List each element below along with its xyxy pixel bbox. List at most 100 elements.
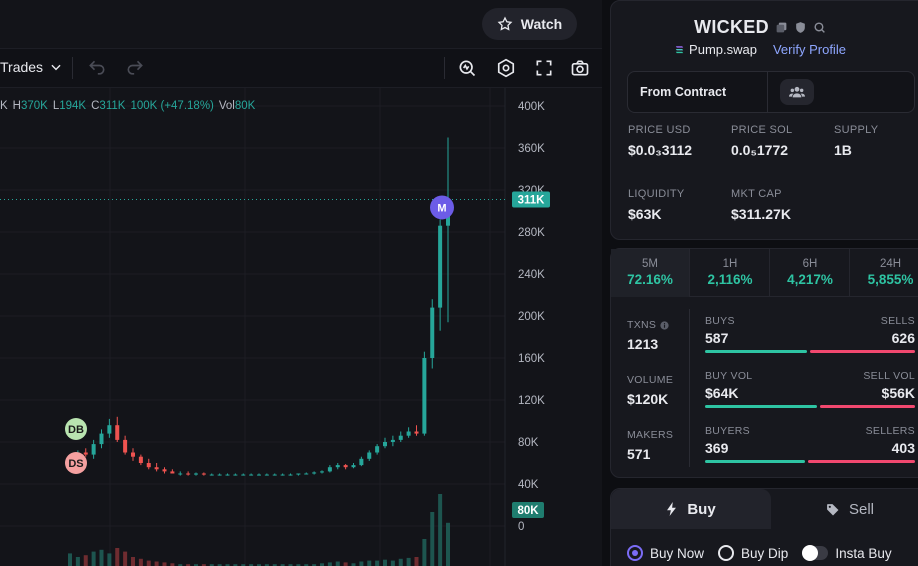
ohlc-low: 194K (59, 100, 87, 112)
token-title: WICKED (611, 17, 909, 38)
buy-dip-label: Buy Dip (741, 545, 789, 561)
y-tick-label: 240K (518, 269, 545, 281)
tab-sell[interactable]: Sell (771, 489, 918, 529)
copy-icon[interactable] (775, 21, 788, 34)
stat-value: 1B (834, 142, 852, 158)
info-icon[interactable] (660, 320, 669, 330)
candle-body (327, 467, 332, 472)
candle-body (201, 473, 206, 475)
volume-bar (91, 551, 96, 566)
ohlc-lead: K (0, 100, 8, 112)
volume-bar (280, 564, 285, 566)
volume-bar (343, 562, 348, 566)
tab-5m[interactable]: 5M 72.16% (611, 249, 690, 297)
chart-marker-label: DB (68, 424, 84, 436)
ohlc-l-key: L (52, 100, 60, 112)
tab-6h[interactable]: 6H 4,217% (771, 249, 850, 297)
buy-now-option[interactable]: Buy Now (627, 545, 704, 561)
candle-body (131, 452, 135, 457)
candle-body (320, 471, 324, 473)
candle-body (335, 465, 340, 468)
stat-liquidity: LIQUIDITY $63K (628, 188, 685, 222)
stat-supply: SUPPLY 1B (834, 124, 878, 158)
volume-bar (115, 548, 120, 566)
stat-value: $63K (628, 206, 662, 222)
fullscreen-icon[interactable] (533, 57, 555, 79)
buy-vol-value: $64K (705, 385, 739, 401)
candle-body (398, 435, 403, 440)
candle-body (146, 463, 151, 468)
buy-dip-option[interactable]: Buy Dip (718, 545, 788, 561)
undo-icon[interactable] (86, 57, 108, 79)
volume-bar (233, 564, 238, 566)
volume-bar (99, 549, 104, 566)
stat-value: $311.27K (731, 206, 791, 222)
volume-bar (123, 551, 128, 566)
buys-sells-bar: BUYS SELLS 587 626 (705, 315, 915, 353)
volume-bar (217, 564, 222, 566)
volume-bar (398, 558, 403, 566)
volume-bar (430, 512, 435, 566)
candle-body (107, 425, 112, 434)
trades-dropdown[interactable]: Trades (0, 59, 63, 75)
sells-label: SELLS (880, 315, 915, 327)
camera-icon[interactable] (569, 57, 591, 79)
radio-unselected[interactable] (718, 545, 735, 561)
ohlc-h-key: H (12, 100, 21, 112)
ohlc-c-key: C (91, 100, 100, 112)
y-tick-label: 80K (518, 437, 539, 449)
insta-buy-option[interactable]: Insta Buy (802, 545, 892, 561)
sellers-bar (808, 460, 915, 463)
platform-name: Pump.swap (689, 42, 757, 57)
redo-icon[interactable] (124, 57, 146, 79)
volume-bar (351, 563, 356, 566)
volume-bar (75, 557, 80, 566)
stat-label: SUPPLY (834, 124, 879, 136)
solana-icon (675, 46, 684, 54)
tab-24h[interactable]: 24H 5,855% (851, 249, 918, 297)
volume-bar (170, 563, 175, 566)
buys-value: 587 (705, 330, 729, 346)
volume-value: $120K (627, 391, 669, 407)
holders-button[interactable] (780, 79, 814, 105)
candlestick-chart[interactable]: 400K360K320K280K240K200K160K120K80K40K03… (0, 88, 602, 566)
insta-buy-toggle[interactable] (802, 545, 829, 561)
volume-badge (512, 502, 544, 518)
timeframe-label: 6H (802, 258, 818, 270)
candle-body (296, 473, 301, 475)
volume-bar (257, 564, 261, 566)
stat-price-usd: PRICE USD $0.0₃3112 (628, 124, 692, 158)
radio-selected[interactable] (627, 545, 643, 561)
settings-icon[interactable] (495, 57, 517, 79)
volume-bar (320, 563, 324, 566)
token-subline: Pump.swap Verify Profile (611, 42, 909, 57)
search-icon[interactable] (813, 21, 826, 34)
from-contract-button[interactable]: From Contract (628, 72, 768, 112)
tab-buy[interactable]: Buy (611, 489, 771, 529)
shield-icon[interactable] (794, 21, 807, 34)
candle-body (138, 456, 143, 463)
indicator-icon[interactable] (456, 57, 478, 79)
candle-body (359, 458, 364, 466)
trade-card: Buy Sell Buy Now Buy Dip Insta Buy (610, 488, 918, 566)
candle-body (367, 452, 372, 459)
buy-vol-label: BUY VOL (705, 370, 753, 382)
volume-bar (375, 560, 380, 566)
y-tick-label: 160K (518, 353, 545, 365)
buy-options: Buy Now Buy Dip Insta Buy (627, 545, 892, 561)
candle-body (375, 446, 380, 453)
timeframe-value: 4,217% (787, 272, 833, 287)
watch-button[interactable]: Watch (482, 8, 577, 40)
insta-buy-label: Insta Buy (835, 545, 892, 561)
tab-1h[interactable]: 1H 2,116% (691, 249, 770, 297)
token-info-card: WICKED Pump.swap Verify Profile From Con… (610, 0, 918, 240)
trade-tabs: Buy Sell (611, 489, 918, 529)
stat-label: PRICE USD (628, 124, 691, 136)
y-tick-label: 400K (518, 101, 545, 113)
platform-link[interactable]: Pump.swap (674, 42, 757, 57)
ohlc-change: 100K (+47.18%) (130, 100, 214, 112)
price-chart[interactable]: 400K 360K 320K 280K 240K 200K 160K 120K 80K 40K 0 3… (0, 88, 602, 566)
verify-profile-link[interactable]: Verify Profile (772, 42, 846, 57)
volume-bar (146, 560, 151, 566)
token-name: WICKED (694, 17, 769, 37)
